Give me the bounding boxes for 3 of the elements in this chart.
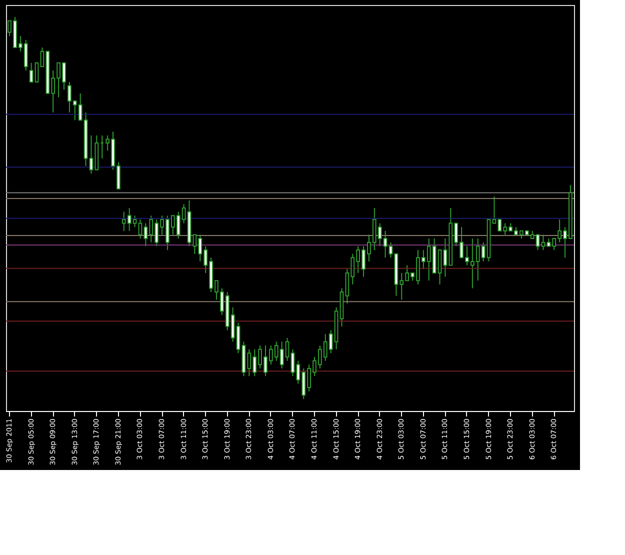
candlestick xyxy=(438,250,442,285)
candlestick xyxy=(236,322,240,354)
candlestick xyxy=(388,242,393,258)
